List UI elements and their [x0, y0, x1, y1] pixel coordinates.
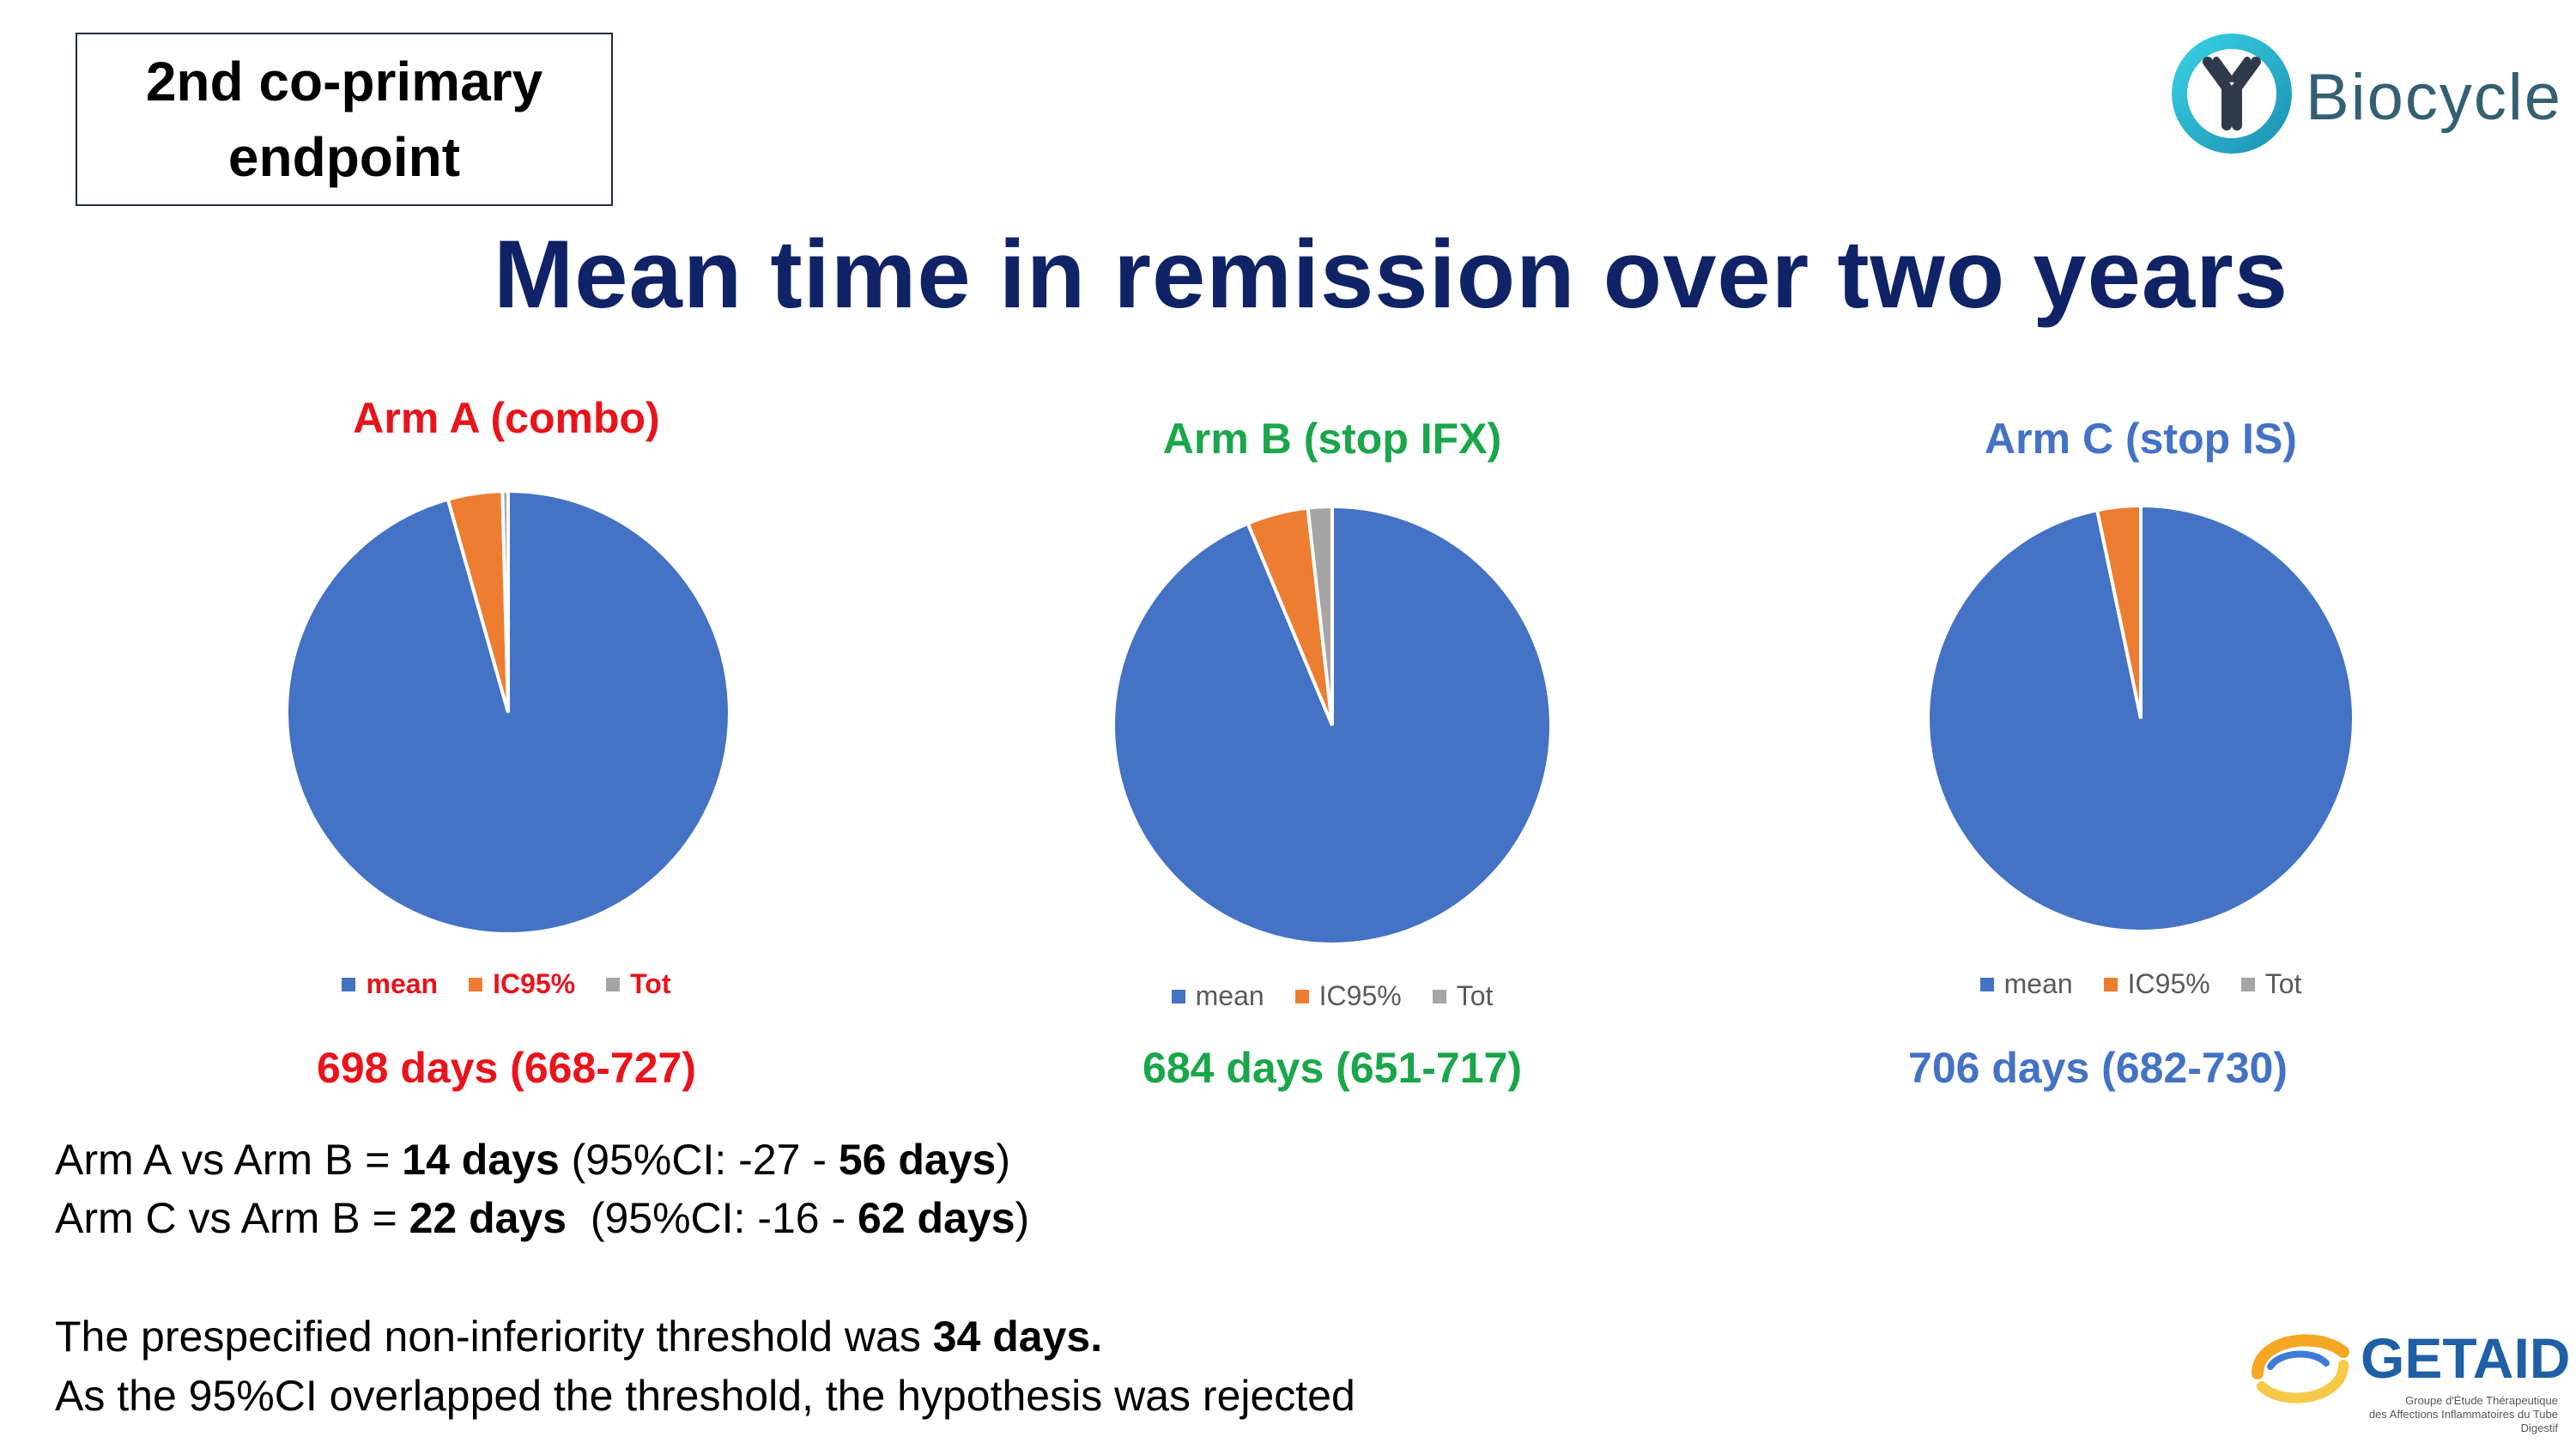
arm-a-title: Arm A (combo) [353, 394, 660, 442]
ic95-swatch [1294, 989, 1309, 1003]
pie-slice-tot [1306, 504, 1334, 726]
legend-item-tot: Tot [1432, 980, 1493, 1012]
conclusion-statement: As the 95%CI overlapped the threshold, t… [55, 1372, 1355, 1420]
endpoint-label-box: 2nd co-primary endpoint [76, 33, 613, 206]
arm-c-summary: 706 days (682-730) [1908, 1044, 2288, 1092]
getaid-swirl-icon [2252, 1334, 2349, 1404]
pie-slice-ic95 [2094, 503, 2143, 719]
legend-item-tot: Tot [606, 968, 671, 1000]
getaid-logo: GETAID Groupe d'Étude Thérapeutique des … [2240, 1313, 2571, 1434]
tot-swatch [1432, 989, 1446, 1003]
biocycle-logo: Biocycle [2163, 21, 2561, 167]
arm-b-summary: 684 days (651-717) [1143, 1044, 1522, 1092]
mean-swatch [1979, 977, 1994, 991]
legend-item-ic95: IC95% [469, 968, 575, 1000]
legend-item-mean: mean [342, 968, 438, 1000]
arm-c-title: Arm C (stop IS) [1985, 415, 2297, 463]
comparison-c-vs-b: Arm C vs Arm B = 22 days (95%CI: -16 - 6… [55, 1194, 1030, 1242]
getaid-subtitle: Groupe d'Étude Thérapeutique des Affecti… [2368, 1394, 2558, 1434]
biocycle-emblem-icon [2172, 33, 2292, 154]
endpoint-label: 2nd co-primary endpoint [145, 51, 543, 188]
mean-swatch [342, 977, 356, 991]
legend-item-mean: mean [1979, 968, 2073, 1000]
arm-b-legend: mean IC95% Tot [1032, 980, 1633, 1012]
ic95-swatch [469, 977, 483, 991]
pie-slice-tot [500, 488, 510, 713]
ic95-swatch [2103, 977, 2118, 991]
legend-item-ic95: IC95% [1294, 980, 1402, 1012]
threshold-statement: The prespecified non-inferiority thresho… [55, 1313, 1103, 1361]
page-title: Mean time in remission over two years [493, 221, 2289, 328]
getaid-wordmark: GETAID [2361, 1326, 2571, 1390]
legend-item-tot: Tot [2240, 968, 2301, 1000]
arm-c-legend: mean IC95% Tot [1840, 968, 2441, 1000]
legend-item-ic95: IC95% [2103, 968, 2210, 1000]
tot-swatch [606, 977, 621, 991]
comparison-a-vs-b: Arm A vs Arm B = 14 days (95%CI: -27 - 5… [55, 1136, 1011, 1184]
legend-item-mean: mean [1171, 980, 1264, 1012]
mean-swatch [1171, 989, 1185, 1003]
biocycle-wordmark: Biocycle [2306, 61, 2562, 134]
tot-swatch [2240, 977, 2255, 991]
arm-a-summary: 698 days (668-727) [317, 1044, 696, 1092]
arm-b-title: Arm B (stop IFX) [1162, 415, 1502, 463]
arm-a-legend: mean IC95% Tot [206, 968, 807, 1000]
